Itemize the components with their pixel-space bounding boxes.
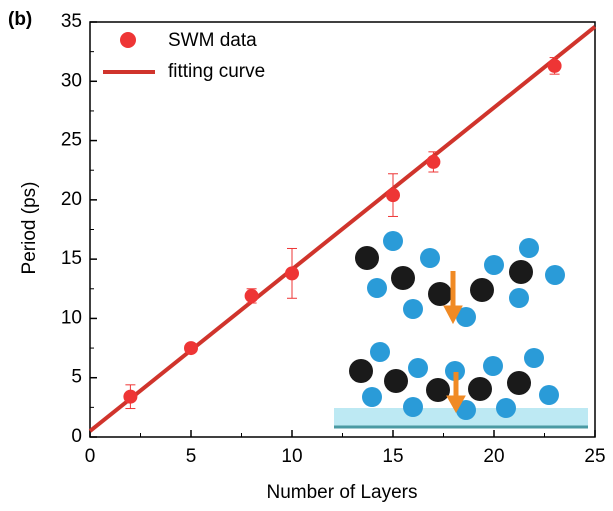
legend-label: SWM data — [168, 30, 257, 51]
y-tick-label: 0 — [71, 426, 82, 447]
panel-label: (b) — [8, 9, 32, 30]
blue-atoms — [362, 231, 565, 420]
y-tick-label: 5 — [71, 367, 82, 388]
y-tick-label: 10 — [61, 307, 82, 328]
y-tick-label: 35 — [61, 11, 82, 32]
fit-line — [88, 25, 597, 433]
arrows — [443, 271, 466, 414]
x-axis-label: Number of Layers — [266, 482, 417, 503]
data-point — [123, 389, 138, 404]
x-tick-label: 5 — [186, 446, 197, 467]
data-point — [386, 188, 400, 203]
x-tick-label: 0 — [85, 446, 96, 467]
data-point — [184, 341, 198, 356]
legend-label: fitting curve — [168, 61, 265, 82]
x-tick-label: 20 — [483, 446, 504, 467]
data-point — [244, 288, 259, 303]
y-tick-label: 20 — [61, 189, 82, 210]
y-axis-label: Period (ps) — [19, 182, 40, 275]
y-tick-label: 25 — [61, 130, 82, 151]
data-point — [285, 266, 299, 281]
x-tick-label: 15 — [382, 446, 403, 467]
data-point — [547, 58, 562, 73]
x-tick-label: 25 — [584, 446, 605, 467]
black-atoms — [349, 246, 533, 402]
x-tick-label: 10 — [281, 446, 302, 467]
y-tick-label: 30 — [61, 70, 82, 91]
data-point — [426, 154, 441, 169]
inset-illustration — [334, 231, 588, 429]
y-tick-label: 15 — [61, 248, 82, 269]
legend-marker — [120, 32, 136, 48]
